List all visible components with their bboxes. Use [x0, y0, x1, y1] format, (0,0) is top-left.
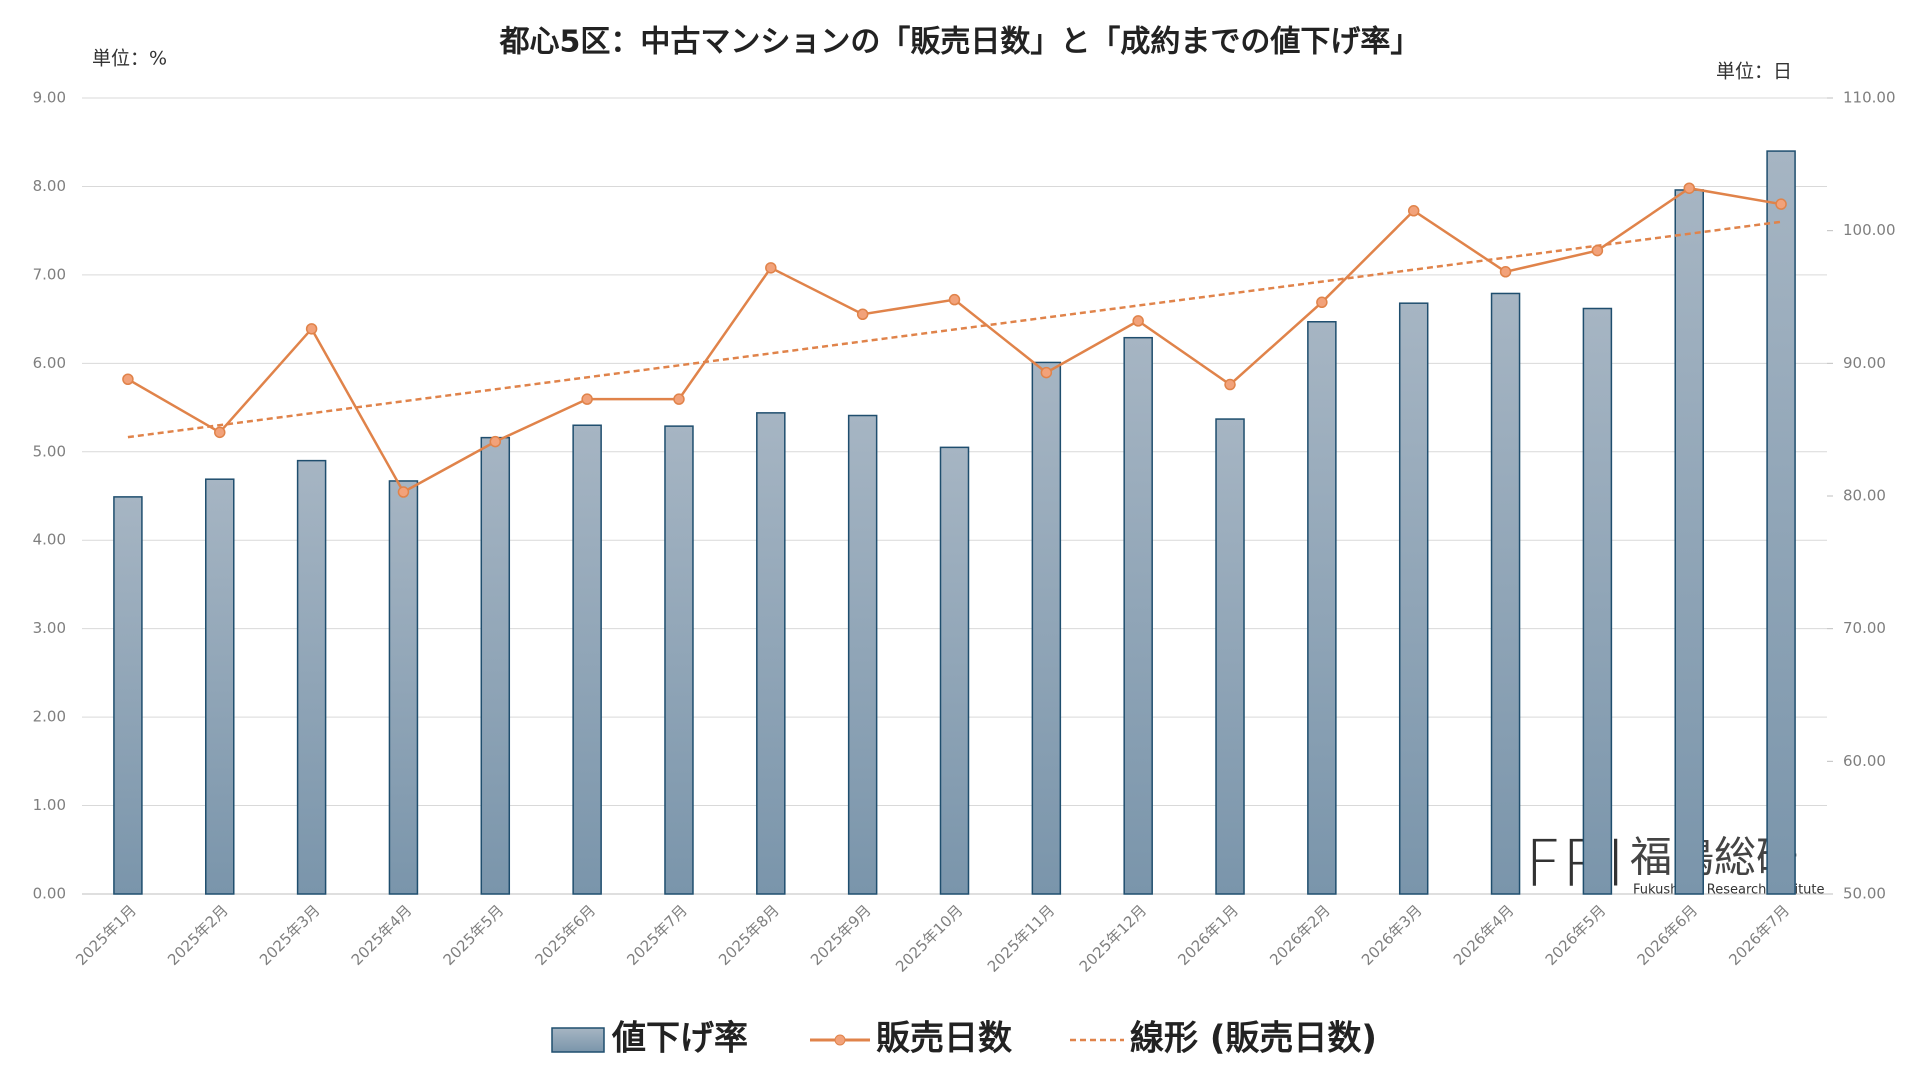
line-point [1040, 366, 1053, 379]
y-tick-label: 4.00 [33, 531, 66, 549]
bar [1490, 292, 1521, 895]
bar [296, 459, 327, 895]
y2-tick-label: 110.00 [1843, 89, 1896, 107]
y2-tick-label: 100.00 [1843, 221, 1896, 239]
y-tick-label: 0.00 [33, 885, 66, 903]
line-point [1132, 315, 1144, 327]
x-tick-label: 2025年5月 [440, 901, 508, 969]
line-point [214, 426, 226, 439]
legend-swatch [551, 1027, 605, 1053]
line-point [673, 393, 685, 405]
x-tick-label: 2026年1月 [1174, 901, 1242, 969]
x-tick-label: 2025年1月 [72, 901, 140, 969]
x-tick-label: 2026年6月 [1634, 901, 1702, 969]
y-tick-label: 6.00 [33, 354, 66, 372]
bar [939, 446, 970, 895]
y2-tick-label: 80.00 [1843, 487, 1886, 505]
x-tick-label: 2025年7月 [623, 901, 691, 969]
chart-title: 都心5区：中古マンションの「販売日数」と「成約までの値下げ率」 [499, 25, 1421, 60]
line-point [1591, 244, 1604, 257]
legend-label: 線形 (販売日数) [1130, 1019, 1377, 1059]
bar [205, 478, 235, 895]
line-point [1775, 198, 1787, 210]
bar [1674, 189, 1704, 895]
bar [572, 424, 602, 895]
x-tick-label: 2025年6月 [531, 901, 599, 969]
line-series [127, 186, 1782, 494]
bar [1215, 418, 1245, 895]
bar [1398, 302, 1429, 895]
x-tick-label: 2025年12月 [1076, 901, 1150, 975]
line-point [581, 393, 593, 405]
y-tick-label: 1.00 [33, 796, 66, 814]
line-point [948, 293, 961, 306]
line-point [397, 486, 410, 498]
x-tick-label: 2025年2月 [164, 901, 232, 969]
x-tick-label: 2026年4月 [1450, 901, 1518, 969]
bar [113, 496, 143, 895]
y2-tick-label: 70.00 [1843, 619, 1886, 637]
bar [1123, 336, 1153, 895]
x-tick-label: 2025年3月 [256, 901, 324, 969]
line-point [1316, 296, 1328, 309]
y2-tick-label: 60.00 [1843, 752, 1886, 770]
y-tick-label: 9.00 [33, 89, 66, 107]
bar [480, 436, 511, 895]
y2-unit: 単位：日 [1716, 61, 1792, 83]
line-point [1499, 266, 1512, 278]
x-tick-label: 2026年7月 [1725, 901, 1793, 969]
bar [664, 425, 694, 895]
legend-label: 販売日数 [876, 1019, 1012, 1059]
line-point [856, 308, 869, 320]
y-tick-label: 5.00 [33, 442, 66, 460]
bar [1031, 361, 1062, 895]
x-tick-label: 2026年3月 [1358, 901, 1426, 969]
y2-tick-label: 90.00 [1843, 354, 1886, 372]
bar [388, 480, 419, 895]
line-point [1224, 378, 1236, 391]
trend-line [127, 220, 1782, 439]
line-point [305, 323, 318, 335]
bar [847, 414, 878, 895]
x-tick-label: 2026年5月 [1542, 901, 1610, 969]
y-tick-label: 3.00 [33, 619, 66, 637]
line-point [765, 262, 777, 274]
y-tick-label: 2.00 [33, 708, 66, 726]
bar [756, 412, 786, 895]
x-tick-label: 2025年8月 [715, 901, 783, 969]
y2-tick-label: 50.00 [1843, 885, 1886, 903]
line-point [489, 435, 502, 448]
x-tick-label: 2025年11月 [984, 901, 1058, 975]
bar [1307, 321, 1337, 895]
x-tick-label: 2025年10月 [892, 901, 966, 975]
x-tick-label: 2025年9月 [807, 901, 875, 969]
x-tick-label: 2025年4月 [348, 901, 416, 969]
y-tick-label: 7.00 [33, 265, 66, 283]
bar [1766, 150, 1796, 895]
x-tick-label: 2026年2月 [1266, 901, 1334, 969]
y-tick-label: 8.00 [33, 177, 66, 195]
legend-label: 値下げ率 [611, 1019, 748, 1059]
bar [1582, 307, 1613, 895]
line-point [1407, 205, 1420, 217]
line-point [122, 373, 134, 386]
y-unit: 単位：% [92, 48, 167, 70]
line-point [1683, 182, 1695, 194]
legend-swatch [834, 1034, 846, 1046]
